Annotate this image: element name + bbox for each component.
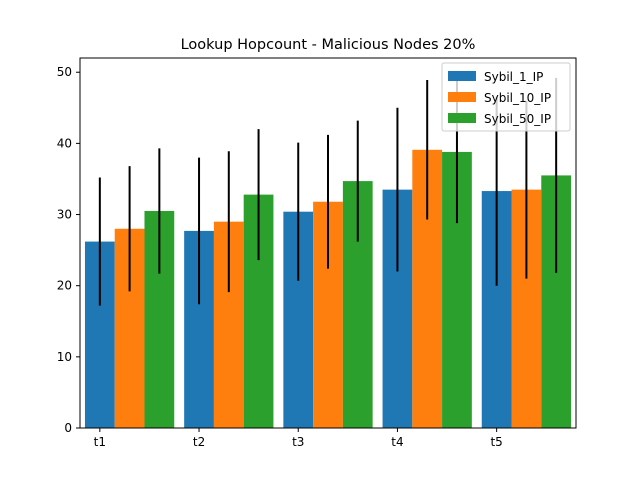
legend-label: Sybil_10_IP — [484, 91, 551, 105]
legend-label: Sybil_1_IP — [484, 70, 543, 84]
legend-swatch — [448, 71, 476, 81]
x-tick-label: t5 — [490, 435, 502, 449]
x-tick-label: t2 — [193, 435, 205, 449]
axes-frame — [79, 57, 577, 429]
plot-area: t1 t2 t3 t4 t5 0 10 20 30 40 50 — [57, 65, 572, 449]
chart-title: Lookup Hopcount - Malicious Nodes 20% — [181, 37, 476, 53]
y-tick-label: 0 — [64, 421, 72, 435]
y-tick-label: 40 — [57, 136, 72, 150]
legend-label: Sybil_50_IP — [484, 112, 551, 126]
y-tick-label: 30 — [57, 208, 72, 222]
x-tick-label: t4 — [391, 435, 403, 449]
y-tick-label: 20 — [57, 279, 72, 293]
legend-swatch — [448, 92, 476, 102]
y-tick-label: 50 — [57, 65, 72, 79]
x-tick-label: t1 — [94, 435, 106, 449]
legend-swatch — [448, 113, 476, 123]
x-tick-label: t3 — [292, 435, 304, 449]
y-tick-label: 10 — [57, 350, 72, 364]
legend: Sybil_1_IP Sybil_10_IP Sybil_50_IP — [441, 62, 571, 132]
